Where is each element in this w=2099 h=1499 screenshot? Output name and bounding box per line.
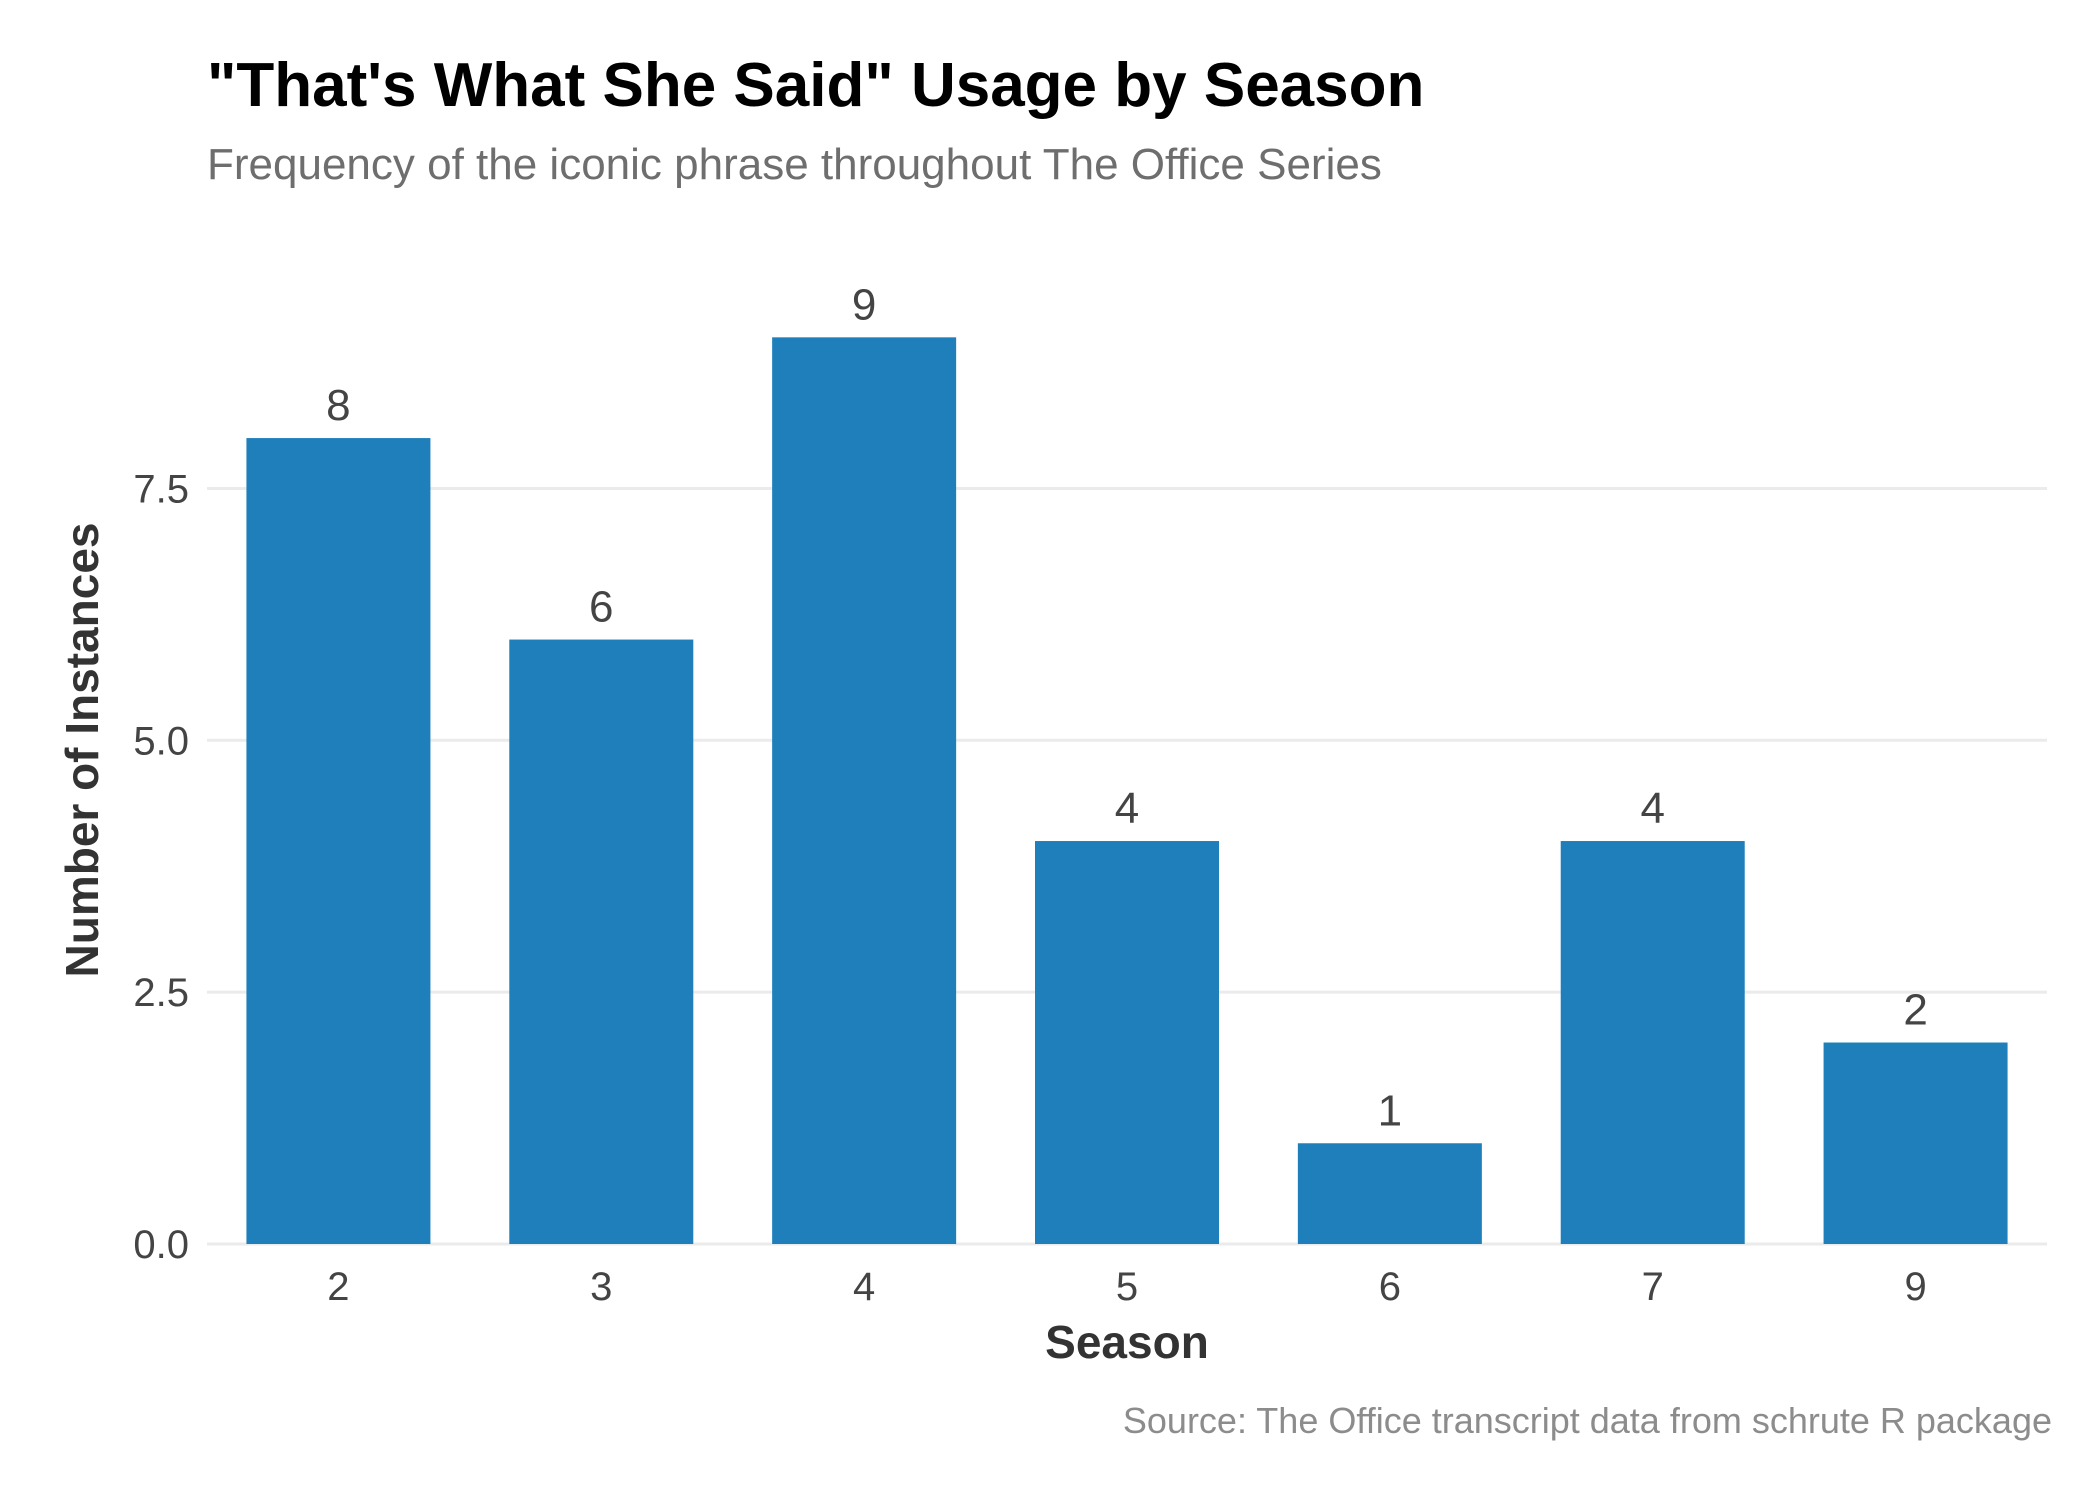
x-axis-ticks: 2 3 4 5 6 7 9 <box>327 1265 1926 1309</box>
x-tick-label: 4 <box>853 1265 875 1309</box>
y-tick-label: 5.0 <box>133 719 189 763</box>
x-tick-label: 6 <box>1379 1265 1401 1309</box>
x-axis-title: Season <box>1045 1316 1209 1368</box>
value-labels: 8 6 9 4 1 4 2 <box>326 280 1928 1135</box>
bar <box>772 337 957 1244</box>
bar <box>509 639 694 1244</box>
bar <box>1560 841 1745 1244</box>
bar-value-label: 4 <box>1115 784 1139 833</box>
bar <box>1035 841 1219 1244</box>
x-tick-label: 3 <box>590 1265 612 1309</box>
chart-caption: Source: The Office transcript data from … <box>1122 1400 2052 1441</box>
bar-value-label: 4 <box>1640 784 1664 833</box>
bar <box>1297 1143 1482 1244</box>
y-axis-ticks: 0.0 2.5 5.0 7.5 <box>133 467 189 1267</box>
bar-value-label: 6 <box>589 583 613 632</box>
bar-value-label: 1 <box>1378 1086 1402 1135</box>
y-tick-label: 0.0 <box>133 1223 189 1267</box>
bars <box>246 337 2008 1244</box>
bar-value-label: 8 <box>326 381 350 430</box>
x-tick-label: 5 <box>1116 1265 1138 1309</box>
chart-title: "That's What She Said" Usage by Season <box>207 51 1425 120</box>
y-tick-label: 7.5 <box>133 467 189 511</box>
y-axis-title: Number of Instances <box>56 523 108 978</box>
x-tick-label: 7 <box>1642 1265 1664 1309</box>
bar <box>1823 1042 2008 1244</box>
bar <box>246 438 431 1244</box>
y-tick-label: 2.5 <box>133 971 189 1015</box>
bar-value-label: 9 <box>852 280 876 329</box>
x-tick-label: 9 <box>1904 1265 1926 1309</box>
x-tick-label: 2 <box>327 1265 349 1309</box>
chart-subtitle: Frequency of the iconic phrase throughou… <box>207 140 1382 189</box>
bar-value-label: 2 <box>1903 986 1927 1035</box>
